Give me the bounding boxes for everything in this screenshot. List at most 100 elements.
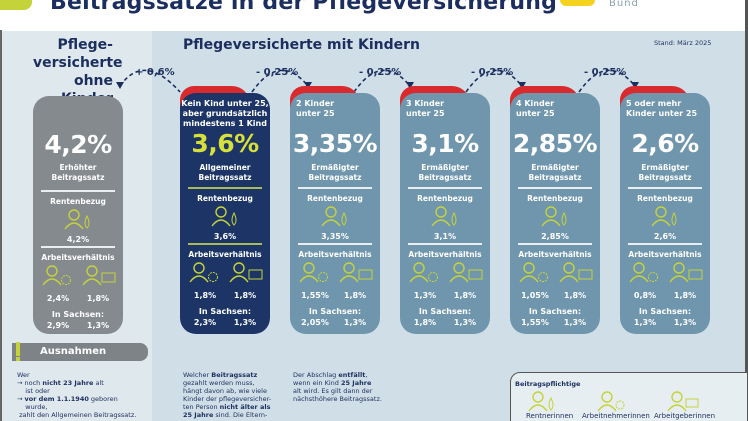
arc-label-1: + 0,6% [135,67,175,78]
sachsen-arbeitgeber-value: 1,3% [563,318,587,327]
card-rate: 3,6% [191,129,259,158]
note-text: gezahlt werden muss, [183,379,255,387]
note-line: Kinder der pflegeversicher- [183,395,278,403]
card-caption: 2 Kinder unter 25 [296,99,335,119]
note-line: Welcher Beitragssatz [183,371,278,379]
arc-label-4: - 0,25% [471,67,514,78]
pensioner-icon [651,206,677,227]
arc-arrow-5 [578,69,639,93]
card-caption: 5 oder mehr Kinder unter 25 [626,99,697,119]
legend-box [510,372,748,421]
note-text: Welcher [183,371,212,379]
note-text: , [365,371,368,379]
note-line: ist oder [17,387,152,395]
arbeitgeber-value: 1,8% [453,291,477,300]
arbeitgeber-value: 1,8% [673,291,697,300]
employer-icon [667,391,699,412]
card-rate-type-line: Beitragssatz [638,173,692,182]
legend-label-arbeitgeber: Arbeitgeberinnen [654,412,716,420]
card-rate-type: Ermäßigter Beitragssatz [400,163,490,183]
arc-label-3: - 0,25% [359,67,402,78]
arc-label-2: - 0,25% [256,67,299,78]
employer-icon [229,262,263,283]
rentenbezug-label: Rentenbezug [197,194,253,203]
sachsen-arbeitnehmer-value: 1,55% [521,318,549,327]
employee-icon [597,391,625,412]
rente-value: 2,85% [541,232,569,241]
employee-icon [519,262,548,283]
note-line: wurde, [17,403,152,411]
card-rate-type-line: Ermäßigter [531,163,579,172]
pensioner-icon [431,206,457,227]
sachsen-label: In Sachsen: [418,307,472,316]
note-line: ten Person nicht älter als [183,403,278,411]
sachsen-arbeitnehmer-value: 2,3% [193,318,217,327]
sachsen-arbeitgeber-value: 1,3% [343,318,367,327]
legend-label-arbeitnehmer: Arbeitnehmerinnen [582,412,650,420]
arc-arrow-3 [353,69,414,93]
arbeitnehmer-value: 1,8% [193,291,217,300]
card-rate-type-line: Beitragssatz [528,173,582,182]
card-divider [408,187,482,189]
rentenbezug-label: Rentenbezug [527,194,583,203]
note-line: Wer [17,371,152,379]
card-caption-line: unter 25 [296,109,335,118]
card-rate-type-line: Beitragssatz [198,173,252,182]
note-text: 25 Jahre [341,379,372,387]
employee-icon [42,265,71,286]
heading-with-children: Pflegeversicherte mit Kindern [183,37,420,53]
rente-value: 2,6% [653,232,677,241]
card-rate-type-line: Ermäßigter [641,163,689,172]
note-text: Beitragssatz [211,371,258,379]
card-divider [518,243,592,245]
rente-value: 3,35% [321,232,349,241]
note-text: ten Person [183,403,220,411]
header: Beitragssätze in der Pflegeversicherung … [0,0,748,30]
note-text: entfällt [338,371,366,379]
note-text: 25 Jahre [183,411,214,419]
pensioner-icon [321,206,347,227]
heading-line: Pflege- [57,37,113,53]
frame-left [0,30,2,421]
arbeitnehmer-value: 1,05% [521,291,549,300]
arbeitsverhaeltnis-label: Arbeitsverhältnis [518,250,592,259]
sachsen-label: In Sachsen: [198,307,252,316]
note-text: zahlt den Allgemeinen Beitragssatz. [17,411,137,419]
card-caption-line: Kinder unter 25 [626,109,698,118]
note-text: vor dem 1.1.1940 [24,395,89,403]
card-rate-type: Erhöhter Beitragssatz [33,163,123,183]
note-text: → [17,395,25,403]
rate-card-3: 2 Kinder unter 25 3,35% Ermäßigter Beitra… [290,93,380,334]
sachsen-arbeitnehmer-value: 2,9% [46,321,70,330]
note-text: hängt davon ab, wie viele [183,387,267,395]
heading-line: versicherte [33,55,123,71]
card-divider [628,243,702,245]
card-rate: 4,2% [44,130,112,159]
employer-icon [449,262,483,283]
note-text: wenn ein Kind [293,379,341,387]
arbeitgeber-value: 1,8% [86,294,110,303]
pensioner-icon [211,206,237,227]
note-line: alt wird. Es gilt dann der [293,387,403,395]
card-rate: 2,6% [631,129,699,158]
note-text: wurde, [17,403,48,411]
pensioner-icon [64,209,90,230]
sachsen-arbeitgeber-value: 1,3% [233,318,257,327]
note-text: → noch [17,379,43,387]
card-caption-line: 2 Kinder [296,99,335,108]
note-text: alt wird. Es gilt dann der [293,387,373,395]
card-caption: 3 Kinder unter 25 [406,99,445,119]
card-rate-type-line: Beitragssatz [51,173,105,182]
arbeitgeber-value: 1,8% [563,291,587,300]
arbeitsverhaeltnis-label: Arbeitsverhältnis [628,250,702,259]
arbeitsverhaeltnis-label: Arbeitsverhältnis [41,253,115,262]
rate-card-2: Kein Kind unter 25, aber grundsätzlich min… [180,93,270,334]
card-divider [188,187,262,189]
note-line: → noch nicht 23 Jahre alt [17,379,152,387]
card-rate: 3,1% [411,129,479,158]
note-text: sind. Die Eltern- [213,411,268,419]
note-abschlag: Der Abschlag entfällt, wenn ein Kind 25 J… [293,371,403,403]
card-divider [518,187,592,189]
note-line: gezahlt werden muss, [183,379,278,387]
arbeitnehmer-value: 1,3% [413,291,437,300]
